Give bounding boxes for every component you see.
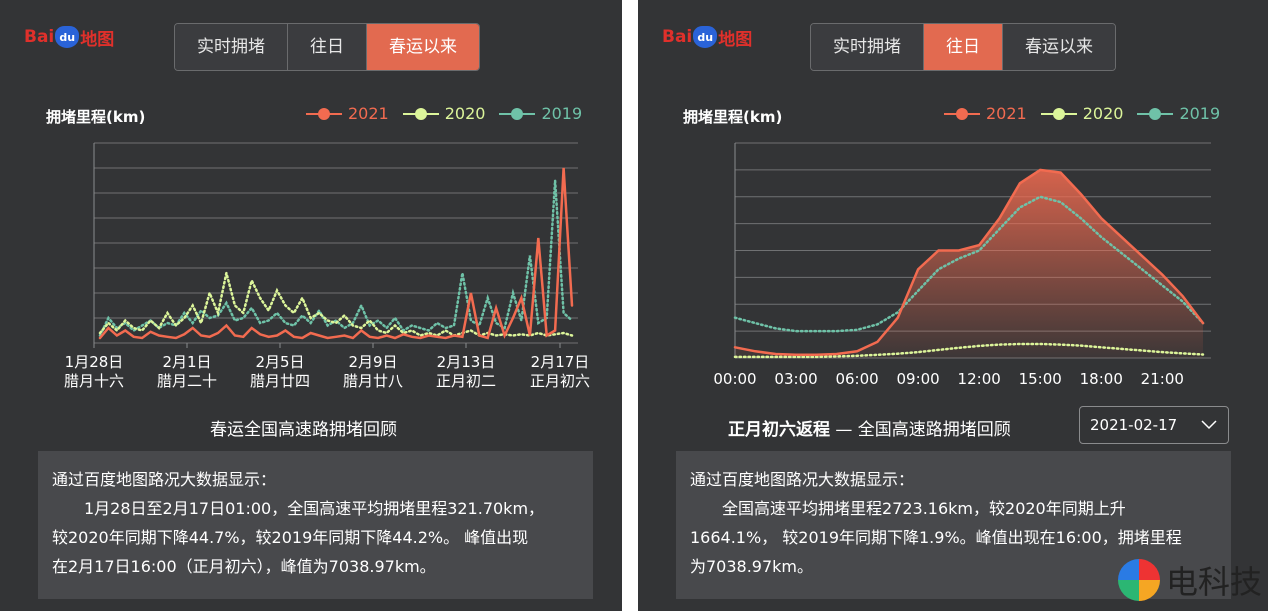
panel-spring-festival: Bai du 地图 实时拥堵 往日 春运以来 拥堵里程(km) 2021 2020 … xyxy=(0,0,622,611)
legend-2021[interactable]: 2021 xyxy=(944,104,1027,123)
x-tick-label: 2月9日 xyxy=(348,353,397,371)
panel-return-trip: Bai du 地图 实时拥堵 往日 春运以来 拥堵里程(km) 2021 2020 … xyxy=(638,0,1268,611)
chevron-down-icon xyxy=(1201,420,1217,430)
x-tick-label: 18:00 xyxy=(1080,370,1123,388)
caption-bold: 正月初六返程 xyxy=(728,420,830,440)
info-line: 全国高速平均拥堵里程2723.16km，较2020年同期上升 xyxy=(690,499,1126,518)
series-2020-line xyxy=(98,272,574,337)
legend-2021[interactable]: 2021 xyxy=(306,104,389,123)
x-tick-label: 2月1日 xyxy=(162,353,211,371)
x-tick-label: 06:00 xyxy=(835,370,878,388)
tab-realtime[interactable]: 实时拥堵 xyxy=(175,24,288,70)
tab-realtime[interactable]: 实时拥堵 xyxy=(811,24,924,70)
view-tabs: 实时拥堵 往日 春运以来 xyxy=(810,23,1116,71)
paw-icon: du xyxy=(693,26,718,48)
info-line: 较2020年同期下降44.7%，较2019年同期下降44.2%。 峰值出现 xyxy=(52,528,529,547)
x-tick-sublabel: 腊月十六 xyxy=(64,372,124,390)
info-line: 1月28日至2月17日01:00，全国高速平均拥堵里程321.70km， xyxy=(52,499,545,518)
chart-caption: 正月初六返程 — 全国高速路拥堵回顾 xyxy=(728,415,1011,440)
y-axis-label: 拥堵里程(km) xyxy=(46,108,146,126)
series-2021-line xyxy=(98,167,574,340)
grid xyxy=(93,142,578,344)
baidu-map-logo: Bai du 地图 xyxy=(662,26,753,50)
tab-history[interactable]: 往日 xyxy=(924,24,1003,70)
baidu-map-logo: Bai du 地图 xyxy=(24,26,115,50)
watermark-logo-icon xyxy=(1117,559,1160,601)
info-box: 通过百度地图路况大数据显示： 1月28日至2月17日01:00，全国高速平均拥堵… xyxy=(38,451,593,599)
congestion-chart-spring: 1月28日腊月十六2月1日腊月二十2月5日腊月廿四2月9日腊月廿八2月13日正月… xyxy=(64,142,590,390)
x-tick-label: 12:00 xyxy=(958,370,1001,388)
x-tick-label: 21:00 xyxy=(1141,370,1184,388)
info-line: 1664.1%， 较2019年同期下降1.9%。峰值出现在16:00，拥堵里程 xyxy=(690,528,1182,547)
legend-2019[interactable]: 2019 xyxy=(499,104,582,123)
watermark: 电科技 xyxy=(1117,557,1262,603)
x-tick-sublabel: 腊月廿八 xyxy=(343,372,403,390)
x-tick-label: 2月13日 xyxy=(437,353,496,371)
series-2021-area xyxy=(735,169,1203,358)
x-tick-label: 1月28日 xyxy=(65,353,124,371)
info-line: 通过百度地图路况大数据显示： xyxy=(52,470,277,489)
x-tick-sublabel: 腊月廿四 xyxy=(250,372,310,390)
x-tick-label: 15:00 xyxy=(1019,370,1062,388)
tab-since-spring[interactable]: 春运以来 xyxy=(1003,24,1115,70)
chart-caption: 春运全国高速路拥堵回顾 xyxy=(210,420,397,440)
legend-2020[interactable]: 2020 xyxy=(402,104,485,123)
x-tick-sublabel: 腊月二十 xyxy=(157,372,217,390)
chart-legend: 2021 2020 2019 xyxy=(306,104,582,123)
paw-icon: du xyxy=(55,26,80,48)
date-select[interactable]: 2021-02-17 xyxy=(1079,406,1229,444)
tab-since-spring[interactable]: 春运以来 xyxy=(367,24,479,70)
x-tick-sublabel: 正月初二 xyxy=(436,372,496,390)
series-2019-line xyxy=(98,180,574,337)
legend-2020[interactable]: 2020 xyxy=(1040,104,1123,123)
info-line: 在2月17日16:00（正月初六），峰值为7038.97km。 xyxy=(52,557,436,576)
x-tick-label: 00:00 xyxy=(713,370,756,388)
caption-rest: — 全国高速路拥堵回顾 xyxy=(830,420,1011,440)
x-tick-label: 2月17日 xyxy=(531,353,590,371)
x-tick-label: 2月5日 xyxy=(255,353,304,371)
series-2020-line xyxy=(733,342,1205,359)
date-select-value: 2021-02-17 xyxy=(1090,416,1178,434)
info-line: 通过百度地图路况大数据显示： xyxy=(690,470,915,489)
info-line: 为7038.97km。 xyxy=(690,557,814,576)
congestion-chart-day: 00:00 03:00 06:00 09:00 12:00 15:00 18:00 21:00 xyxy=(713,142,1211,388)
series-2021-line xyxy=(733,168,1205,357)
x-tick-label: 03:00 xyxy=(774,370,817,388)
chart-legend: 2021 2020 2019 xyxy=(944,104,1220,123)
x-tick-label: 09:00 xyxy=(897,370,940,388)
legend-2019[interactable]: 2019 xyxy=(1137,104,1220,123)
y-axis-label: 拥堵里程(km) xyxy=(683,108,783,126)
x-tick-sublabel: 正月初六 xyxy=(530,372,590,390)
tab-history[interactable]: 往日 xyxy=(288,24,367,70)
view-tabs: 实时拥堵 往日 春运以来 xyxy=(174,23,480,71)
series-2019-line xyxy=(733,195,1205,333)
